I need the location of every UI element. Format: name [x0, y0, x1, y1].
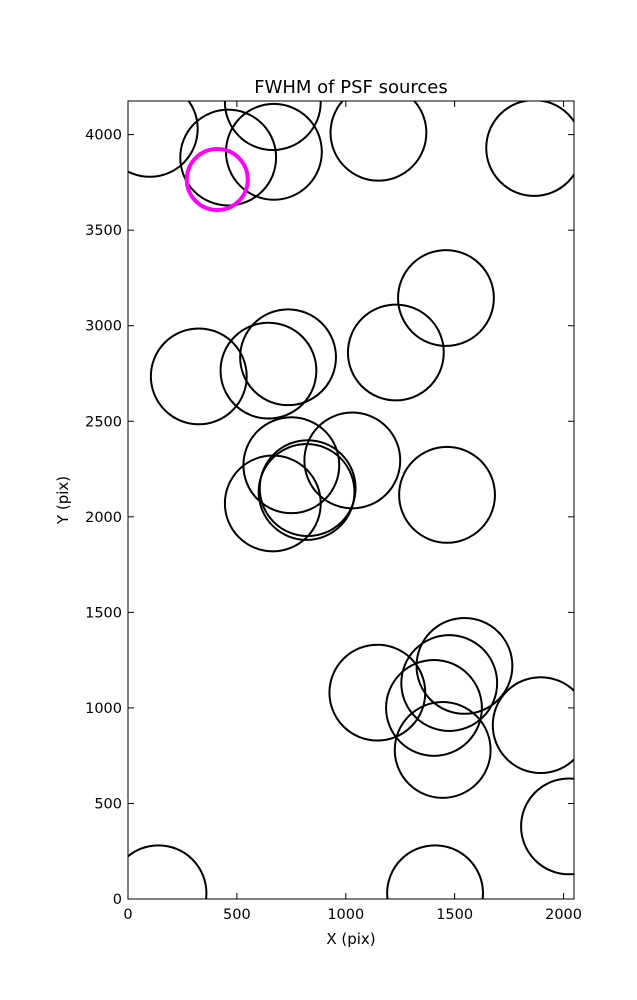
psf-source-circle-21 — [393, 701, 492, 799]
x-tick-label: 1500 — [436, 907, 473, 923]
x-tick-label: 0 — [123, 907, 132, 923]
y-tick-label: 3000 — [85, 319, 122, 335]
psf-source-circle-24 — [128, 844, 208, 899]
psf-source-circle-9 — [239, 308, 337, 407]
psf-source-circle-23 — [520, 777, 574, 876]
circles-layer — [128, 101, 574, 899]
psf-source-circle-7 — [149, 327, 248, 426]
y-tick-label: 4000 — [85, 128, 122, 144]
y-tick-label: 1000 — [85, 701, 122, 717]
psf-source-circle-15 — [223, 454, 322, 553]
psf-source-circle-22 — [491, 676, 574, 775]
x-tick-label: 1000 — [327, 907, 364, 923]
y-tick-label: 2500 — [85, 414, 122, 430]
y-axis-label: Y (pix) — [54, 476, 72, 525]
x-tick-label: 500 — [223, 907, 251, 923]
chart-title: FWHM of PSF sources — [254, 77, 448, 98]
psf-source-circle-3 — [223, 101, 322, 152]
psf-source-circle-18 — [400, 634, 499, 732]
y-tick-label: 0 — [113, 892, 122, 908]
plot-frame — [127, 100, 575, 900]
psf-source-circle-6 — [397, 249, 495, 347]
psf-source-circle-1 — [179, 108, 278, 207]
psf-source-circle-16 — [398, 445, 496, 544]
psf-source-circle-10 — [346, 303, 445, 402]
x-tick-label: 2000 — [545, 907, 582, 923]
psf-source-circle-4 — [329, 101, 428, 182]
psf-source-circle-25 — [386, 844, 484, 899]
y-tick-label: 1500 — [85, 605, 122, 621]
psf-source-circle-20 — [385, 659, 483, 757]
psf-source-circle-0 — [128, 101, 199, 178]
ticks-layer: 0 500 1000 1500 2000 0 500 1000 1500 2000 2500 3000… — [85, 101, 582, 923]
x-axis-label: X (pix) — [326, 930, 375, 948]
psf-source-circle-5 — [485, 101, 574, 197]
psf-source-circle-8 — [219, 321, 318, 420]
y-tick-label: 2000 — [85, 510, 122, 526]
y-tick-label: 3500 — [85, 223, 122, 239]
y-tick-label: 500 — [94, 796, 122, 812]
psf-source-circle-19 — [328, 643, 427, 742]
highlight-source-circle-0 — [184, 147, 250, 213]
